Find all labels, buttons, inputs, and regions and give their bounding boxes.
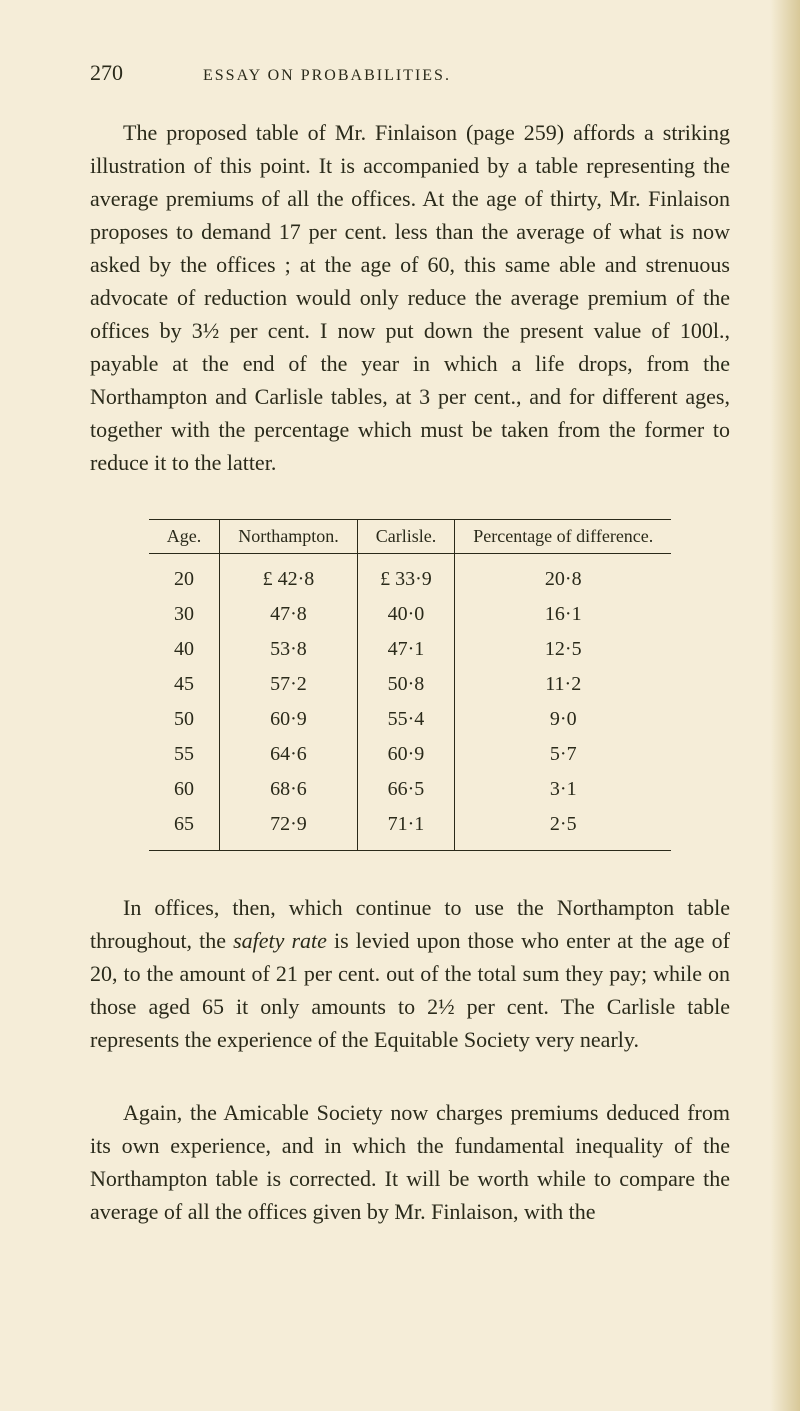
paragraph-1: The proposed table of Mr. Finlaison (pag…	[90, 116, 730, 479]
book-page: 270 ESSAY ON PROBABILITIES. The proposed…	[0, 0, 800, 1411]
cell-northampton: 53·8	[220, 632, 358, 667]
cell-northampton: £ 42·8	[220, 554, 358, 598]
running-head: ESSAY ON PROBABILITIES.	[203, 67, 451, 85]
col-age: Age.	[149, 520, 220, 554]
table-row: 30 47·8 40·0 16·1	[149, 597, 672, 632]
cell-age: 55	[149, 737, 220, 772]
cell-percentage: 5·7	[455, 737, 672, 772]
cell-age: 50	[149, 702, 220, 737]
table-row: 55 64·6 60·9 5·7	[149, 737, 672, 772]
col-carlisle: Carlisle.	[357, 520, 455, 554]
cell-carlisle: 60·9	[357, 737, 455, 772]
para2-italic: safety rate	[233, 928, 327, 953]
cell-carlisle: 50·8	[357, 667, 455, 702]
col-northampton: Northampton.	[220, 520, 358, 554]
cell-northampton: 57·2	[220, 667, 358, 702]
paragraph-3: Again, the Amicable Society now charges …	[90, 1096, 730, 1228]
cell-percentage: 16·1	[455, 597, 672, 632]
cell-percentage: 12·5	[455, 632, 672, 667]
cell-northampton: 60·9	[220, 702, 358, 737]
cell-northampton: 68·6	[220, 772, 358, 807]
cell-carlisle: 55·4	[357, 702, 455, 737]
cell-percentage: 9·0	[455, 702, 672, 737]
cell-percentage: 3·1	[455, 772, 672, 807]
cell-northampton: 72·9	[220, 807, 358, 851]
cell-carlisle: £ 33·9	[357, 554, 455, 598]
table-body: 20 £ 42·8 £ 33·9 20·8 30 47·8 40·0 16·1 …	[149, 554, 672, 851]
cell-carlisle: 40·0	[357, 597, 455, 632]
cell-age: 40	[149, 632, 220, 667]
cell-carlisle: 66·5	[357, 772, 455, 807]
table-row: 50 60·9 55·4 9·0	[149, 702, 672, 737]
cell-age: 45	[149, 667, 220, 702]
cell-carlisle: 71·1	[357, 807, 455, 851]
paragraph-2: In offices, then, which continue to use …	[90, 891, 730, 1056]
table-row: 60 68·6 66·5 3·1	[149, 772, 672, 807]
mortality-table: Age. Northampton. Carlisle. Percentage o…	[149, 519, 672, 851]
cell-carlisle: 47·1	[357, 632, 455, 667]
page-header: 270 ESSAY ON PROBABILITIES.	[90, 60, 730, 86]
cell-northampton: 47·8	[220, 597, 358, 632]
table-row: 20 £ 42·8 £ 33·9 20·8	[149, 554, 672, 598]
table-row: 45 57·2 50·8 11·2	[149, 667, 672, 702]
table-header-row: Age. Northampton. Carlisle. Percentage o…	[149, 520, 672, 554]
cell-northampton: 64·6	[220, 737, 358, 772]
cell-age: 60	[149, 772, 220, 807]
col-percentage: Percentage of difference.	[455, 520, 672, 554]
table-header: Age. Northampton. Carlisle. Percentage o…	[149, 520, 672, 554]
table-row: 40 53·8 47·1 12·5	[149, 632, 672, 667]
cell-age: 20	[149, 554, 220, 598]
cell-age: 30	[149, 597, 220, 632]
cell-percentage: 11·2	[455, 667, 672, 702]
table-row: 65 72·9 71·1 2·5	[149, 807, 672, 851]
cell-percentage: 20·8	[455, 554, 672, 598]
cell-age: 65	[149, 807, 220, 851]
cell-percentage: 2·5	[455, 807, 672, 851]
page-number: 270	[90, 60, 123, 86]
